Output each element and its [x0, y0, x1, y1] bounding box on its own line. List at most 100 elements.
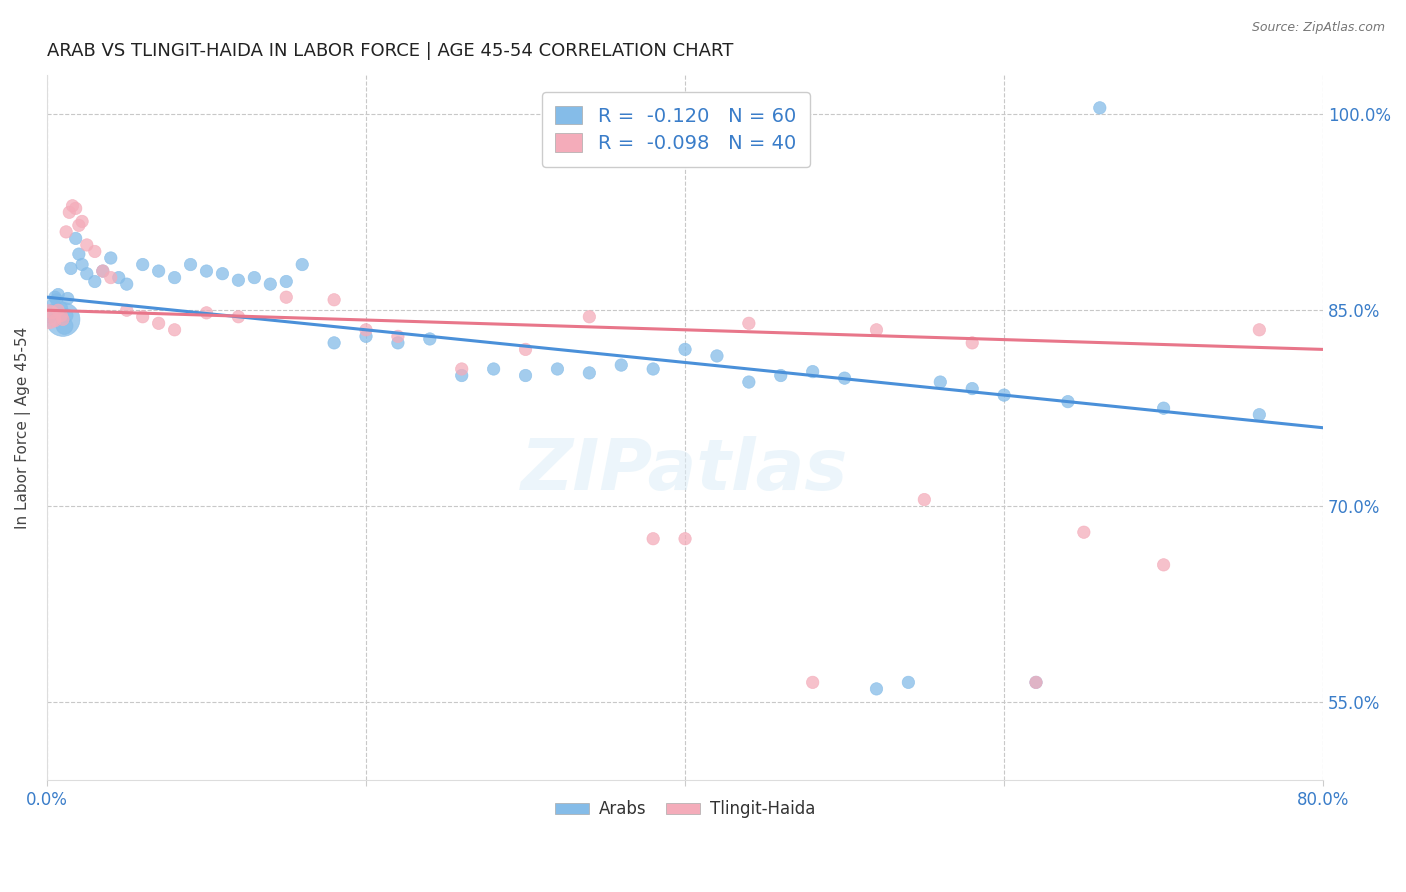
Point — [450, 368, 472, 383]
Point — [148, 264, 170, 278]
Point — [163, 323, 186, 337]
Point — [643, 532, 665, 546]
Text: ARAB VS TLINGIT-HAIDA IN LABOR FORCE | AGE 45-54 CORRELATION CHART: ARAB VS TLINGIT-HAIDA IN LABOR FORCE | A… — [46, 42, 734, 60]
Point — [515, 368, 537, 383]
Point — [1153, 401, 1175, 416]
Point — [482, 362, 505, 376]
Point — [291, 258, 314, 272]
Point — [83, 275, 105, 289]
Point — [643, 362, 665, 376]
Point — [56, 292, 79, 306]
Point — [55, 309, 77, 323]
Point — [62, 199, 84, 213]
Point — [259, 277, 281, 292]
Point — [131, 258, 153, 272]
Point — [46, 303, 69, 318]
Point — [578, 310, 600, 324]
Point — [276, 275, 298, 289]
Point — [180, 258, 202, 272]
Point — [1153, 558, 1175, 572]
Point — [834, 371, 856, 385]
Point — [354, 323, 377, 337]
Point — [546, 362, 568, 376]
Point — [83, 244, 105, 259]
Y-axis label: In Labor Force | Age 45-54: In Labor Force | Age 45-54 — [15, 326, 31, 529]
Point — [131, 310, 153, 324]
Point — [38, 310, 60, 324]
Point — [76, 238, 98, 252]
Point — [865, 323, 887, 337]
Point — [39, 310, 62, 324]
Text: ZIPatlas: ZIPatlas — [522, 435, 849, 505]
Point — [243, 270, 266, 285]
Point — [228, 310, 250, 324]
Point — [44, 314, 66, 328]
Point — [148, 316, 170, 330]
Point — [52, 312, 75, 326]
Point — [42, 296, 65, 310]
Point — [912, 492, 935, 507]
Point — [897, 675, 920, 690]
Point — [738, 375, 761, 389]
Point — [929, 375, 952, 389]
Point — [801, 365, 824, 379]
Point — [1073, 525, 1095, 540]
Point — [960, 382, 983, 396]
Point — [1249, 323, 1271, 337]
Point — [515, 343, 537, 357]
Point — [1025, 675, 1047, 690]
Point — [354, 329, 377, 343]
Point — [53, 318, 76, 333]
Point — [195, 306, 218, 320]
Point — [1057, 394, 1080, 409]
Point — [450, 362, 472, 376]
Point — [960, 335, 983, 350]
Point — [65, 202, 87, 216]
Point — [738, 316, 761, 330]
Point — [65, 231, 87, 245]
Point — [51, 309, 73, 323]
Point — [91, 264, 114, 278]
Point — [673, 343, 696, 357]
Legend: Arabs, Tlingit-Haida: Arabs, Tlingit-Haida — [548, 794, 821, 825]
Point — [48, 306, 70, 320]
Point — [70, 258, 93, 272]
Point — [578, 366, 600, 380]
Point — [59, 261, 82, 276]
Point — [387, 329, 409, 343]
Point — [115, 303, 138, 318]
Point — [67, 247, 90, 261]
Point — [276, 290, 298, 304]
Point — [107, 270, 129, 285]
Point — [1025, 675, 1047, 690]
Point — [673, 532, 696, 546]
Point — [58, 205, 80, 219]
Point — [52, 312, 75, 326]
Point — [323, 293, 346, 307]
Point — [51, 301, 73, 315]
Point — [46, 287, 69, 301]
Point — [1088, 101, 1111, 115]
Point — [100, 270, 122, 285]
Point — [91, 264, 114, 278]
Point — [45, 293, 67, 307]
Point — [865, 681, 887, 696]
Point — [769, 368, 792, 383]
Point — [993, 388, 1015, 402]
Point — [211, 267, 233, 281]
Point — [55, 225, 77, 239]
Point — [610, 358, 633, 372]
Point — [1249, 408, 1271, 422]
Point — [115, 277, 138, 292]
Point — [419, 332, 441, 346]
Point — [67, 219, 90, 233]
Point — [387, 335, 409, 350]
Point — [70, 214, 93, 228]
Point — [163, 270, 186, 285]
Point — [706, 349, 728, 363]
Point — [323, 335, 346, 350]
Point — [195, 264, 218, 278]
Point — [801, 675, 824, 690]
Point — [228, 273, 250, 287]
Point — [100, 251, 122, 265]
